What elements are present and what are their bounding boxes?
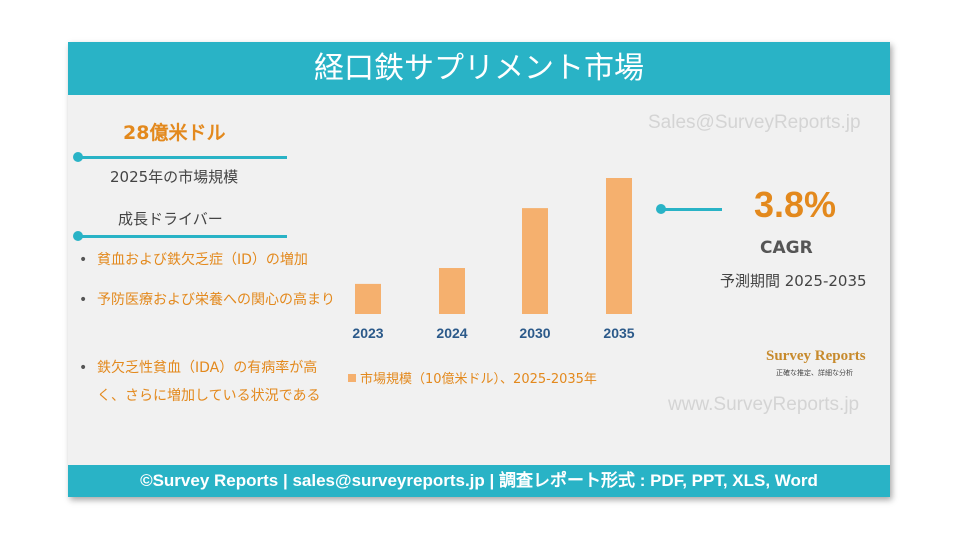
bar <box>355 283 381 314</box>
cagr-period: 予測期間 2025-2035 <box>720 272 867 290</box>
legend-swatch <box>348 374 356 382</box>
bar <box>606 178 632 314</box>
drivers-title: 成長ドライバー <box>118 210 223 228</box>
title: 経口鉄サプリメント市場 <box>68 42 890 95</box>
x-tick-label: 2024 <box>436 325 467 341</box>
market-size: 28億米ドル <box>123 122 226 144</box>
bar <box>522 208 548 314</box>
footer: ©Survey Reports | sales@surveyreports.jp… <box>68 465 890 497</box>
cagr-label: CAGR <box>760 238 813 258</box>
chart: 2023 2024 2030 2035 市場規模（10億米ドル）、2025-2035年 <box>348 178 635 387</box>
line <box>78 156 287 159</box>
bar <box>439 268 465 314</box>
driver-item: 貧血および鉄欠乏症（ID）の増加 <box>79 246 342 274</box>
x-tick-label: 2030 <box>519 325 550 341</box>
legend-label: 市場規模（10億米ドル）、2025-2035年 <box>360 371 597 387</box>
x-tick-label: 2023 <box>352 325 383 341</box>
card: 経口鉄サプリメント市場 Sales@SurveyReports.jp www.S… <box>68 42 890 497</box>
watermark: Sales@SurveyReports.jp <box>648 112 861 133</box>
driver-item: 予防医療および栄養への関心の高まり <box>79 286 342 314</box>
logo-tagline: 正確な推定、詳細な分析 <box>776 369 853 377</box>
logo: Survey Reports <box>766 348 866 364</box>
watermark: www.SurveyReports.jp <box>668 394 860 415</box>
cagr-value: 3.8% <box>754 184 837 225</box>
market-size-label: 2025年の市場規模 <box>110 168 239 186</box>
driver-item: 鉄欠乏性貧血（IDA）の有病率が高く、さらに増加している状況である <box>79 354 342 410</box>
line <box>78 235 287 238</box>
line <box>661 208 722 211</box>
x-tick-label: 2035 <box>603 325 634 341</box>
